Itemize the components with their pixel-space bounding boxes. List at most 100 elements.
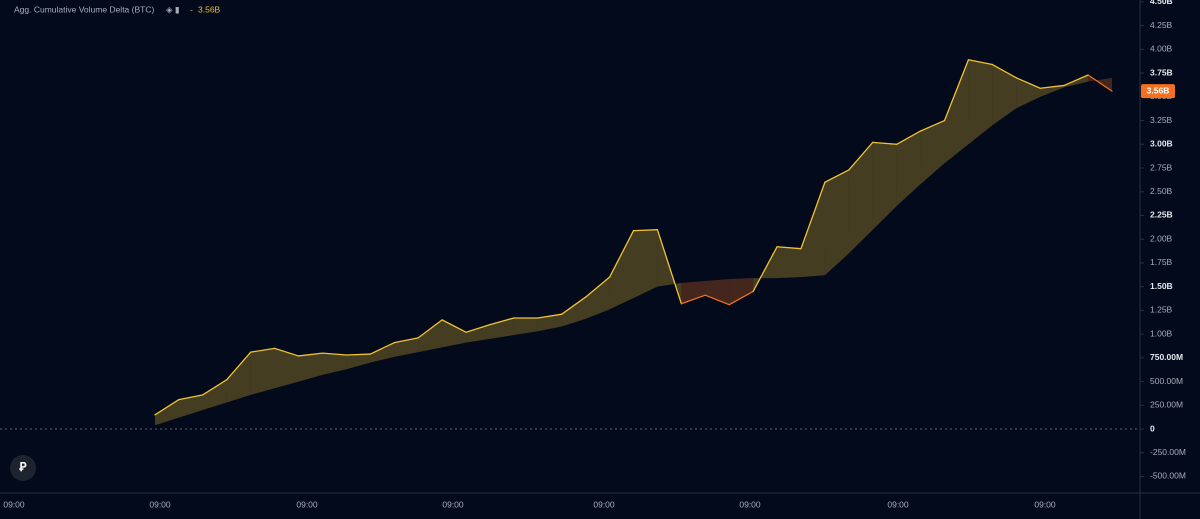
y-tick-label: 2.75B <box>1150 162 1173 172</box>
x-tick-label: 09:00 <box>149 499 171 509</box>
y-tick-label: 3.75B <box>1150 67 1173 77</box>
band-fill <box>178 394 203 418</box>
cvd-line <box>154 398 180 416</box>
x-tick-label: 09:00 <box>887 499 909 509</box>
x-tick-label: 09:00 <box>296 499 318 509</box>
y-tick-label: 1.00B <box>1150 328 1173 338</box>
band-fill <box>561 297 586 327</box>
band-fill <box>896 130 921 206</box>
cvd-line <box>178 394 204 401</box>
band-fill <box>609 230 634 310</box>
y-tick-label: 1.75B <box>1150 257 1173 267</box>
cvd-line <box>1015 77 1041 89</box>
cvd-line <box>465 323 491 333</box>
x-tick-label: 09:00 <box>1034 499 1056 509</box>
band-fill <box>202 379 227 411</box>
cvd-line <box>991 63 1017 79</box>
band-fill <box>633 229 658 299</box>
band-fill <box>848 142 873 254</box>
y-tick-label: 3.25B <box>1150 115 1173 125</box>
x-tick-label: 09:00 <box>593 499 615 509</box>
cvd-line <box>321 352 348 356</box>
cvd-line <box>824 169 850 183</box>
cvd-line <box>441 319 467 333</box>
x-tick-label: 09:00 <box>739 499 761 509</box>
cvd-line <box>393 337 419 344</box>
y-tick-label: 250.00M <box>1150 400 1183 410</box>
band-fill <box>394 337 419 357</box>
y-tick-label: 1.25B <box>1150 305 1173 315</box>
cvd-line <box>704 294 730 306</box>
band-fill <box>729 278 754 305</box>
x-tick-label: 09:00 <box>3 499 25 509</box>
cvd-line <box>776 246 802 250</box>
band-fill <box>800 182 825 278</box>
band-fill <box>1040 85 1065 97</box>
band-fill <box>250 348 275 395</box>
cvd-line <box>680 294 706 305</box>
band-fill <box>585 277 610 319</box>
band-fill <box>705 279 730 305</box>
band-fill <box>322 353 347 375</box>
logo-mark: Ꝑ <box>18 460 27 474</box>
cvd-line <box>896 130 922 145</box>
band-fill <box>968 59 993 145</box>
cvd-line <box>345 353 371 356</box>
y-tick-label: 4.00B <box>1150 44 1173 54</box>
band-fill <box>872 142 897 230</box>
y-tick-label: 2.00B <box>1150 233 1173 243</box>
band-fill <box>298 353 323 382</box>
band-fill <box>992 64 1017 126</box>
cvd-line <box>1039 84 1065 89</box>
cvd-line <box>297 352 324 357</box>
cvd-line <box>848 141 874 171</box>
band-fill <box>442 319 467 348</box>
band-fill <box>513 317 538 336</box>
legend-value: 3.56B <box>198 4 221 14</box>
cvd-line <box>632 229 659 232</box>
last-value-badge <box>1141 84 1175 99</box>
y-tick-label: 4.25B <box>1150 20 1173 30</box>
y-tick-label: 0 <box>1150 423 1155 433</box>
band-fill <box>920 120 945 185</box>
last-value-label: 3.56B <box>1147 85 1170 95</box>
legend-title: Agg. Cumulative Volume Delta (BTC) <box>14 4 154 14</box>
y-tick-label: 500.00M <box>1150 376 1183 386</box>
cvd-line <box>872 141 898 145</box>
band-fill <box>681 280 706 304</box>
y-tick-label: 1.50B <box>1150 281 1173 291</box>
cvd-line <box>226 351 252 381</box>
y-tick-label: -250.00M <box>1150 447 1186 457</box>
cvd-line <box>489 317 515 326</box>
y-tick-label: 3.00B <box>1150 139 1173 149</box>
cvd-line <box>369 342 395 355</box>
cvd-line <box>800 181 826 250</box>
cvd-line <box>273 347 300 357</box>
legend-icon: ◈ ▮ <box>166 4 180 14</box>
y-tick-label: -500.00M <box>1150 471 1186 481</box>
band-fill <box>537 314 562 332</box>
cvd-line <box>1063 74 1089 87</box>
y-tick-label: 2.25B <box>1150 210 1173 220</box>
band-fill <box>226 352 251 403</box>
cvd-line <box>752 246 778 293</box>
cvd-line <box>202 379 228 396</box>
band-fill <box>777 246 801 279</box>
cvd-line <box>728 290 754 306</box>
cvd-line <box>656 229 682 305</box>
band-fill <box>944 59 969 164</box>
y-tick-label: 2.50B <box>1150 186 1173 196</box>
cvd-line <box>585 276 611 298</box>
cvd-line <box>250 347 276 353</box>
band-fill <box>466 324 490 343</box>
legend-dash: - <box>190 4 193 14</box>
band-fill <box>155 399 179 426</box>
cvd-line <box>561 296 587 315</box>
x-tick-label: 09:00 <box>442 499 464 509</box>
cvd-line <box>608 229 635 278</box>
band-fill <box>418 319 443 353</box>
cvd-line <box>537 313 563 319</box>
